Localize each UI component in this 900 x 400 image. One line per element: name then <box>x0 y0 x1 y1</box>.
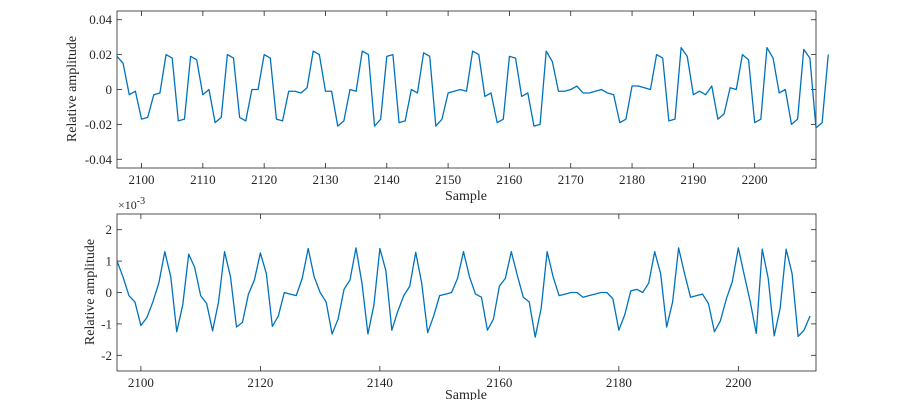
bottom-axes: 2100 2120 2140 2160 2180 2200 -2 -1 0 1 2 ×10-3 Sa… <box>83 196 817 400</box>
bottom-x-tick-label: 2160 <box>486 375 512 390</box>
exponent-power: -3 <box>137 196 145 207</box>
top-x-tick-label: 2110 <box>190 172 216 187</box>
top-y-tick-label: 0.02 <box>89 47 112 62</box>
top-series-line <box>116 46 829 129</box>
bottom-x-tick-label: 2140 <box>367 375 393 390</box>
top-y-axis-label: Relative amplitude <box>65 36 80 142</box>
bottom-y-tick-label: 2 <box>106 222 113 237</box>
top-axes: 2100 2110 2120 2130 2140 2150 2160 2170 2180 2190… <box>65 10 829 204</box>
bottom-axis-ticks: 2100 2120 2140 2160 2180 2200 -2 -1 0 1 2 <box>101 214 816 390</box>
top-x-tick-label: 2130 <box>312 172 338 187</box>
bottom-x-tick-label: 2100 <box>128 375 154 390</box>
top-x-tick-label: 2190 <box>680 172 706 187</box>
top-axis-ticks: 2100 2110 2120 2130 2140 2150 2160 2170 2180 2190… <box>85 11 816 187</box>
bottom-y-axis-label: Relative amplitude <box>83 239 98 345</box>
bottom-x-tick-label: 2180 <box>606 375 632 390</box>
bottom-plot-area <box>116 213 817 372</box>
bottom-x-tick-label: 2200 <box>725 375 751 390</box>
bottom-series-line <box>116 247 811 338</box>
top-y-tick-label: 0.04 <box>89 12 112 27</box>
bottom-y-tick-label: -2 <box>101 348 112 363</box>
top-x-tick-label: 2180 <box>619 172 645 187</box>
bottom-x-tick-label: 2120 <box>247 375 273 390</box>
top-y-tick-label: -0.04 <box>85 152 113 167</box>
top-x-axis-label: Sample <box>445 189 487 204</box>
top-x-tick-label: 2170 <box>558 172 584 187</box>
bottom-y-axis-exponent: ×10-3 <box>118 196 145 212</box>
top-y-tick-label: -0.02 <box>85 117 112 132</box>
bottom-x-axis-label: Sample <box>445 388 487 400</box>
bottom-y-tick-label: 0 <box>106 285 113 300</box>
top-y-tick-label: 0 <box>106 82 113 97</box>
top-x-tick-label: 2200 <box>742 172 768 187</box>
bottom-y-tick-label: 1 <box>106 254 113 269</box>
exponent-base: ×10 <box>118 198 137 212</box>
top-x-tick-label: 2150 <box>435 172 461 187</box>
bottom-y-tick-label: -1 <box>101 316 112 331</box>
top-x-tick-label: 2140 <box>374 172 400 187</box>
top-x-tick-label: 2120 <box>251 172 277 187</box>
top-x-tick-label: 2100 <box>129 172 155 187</box>
top-x-tick-label: 2160 <box>496 172 522 187</box>
